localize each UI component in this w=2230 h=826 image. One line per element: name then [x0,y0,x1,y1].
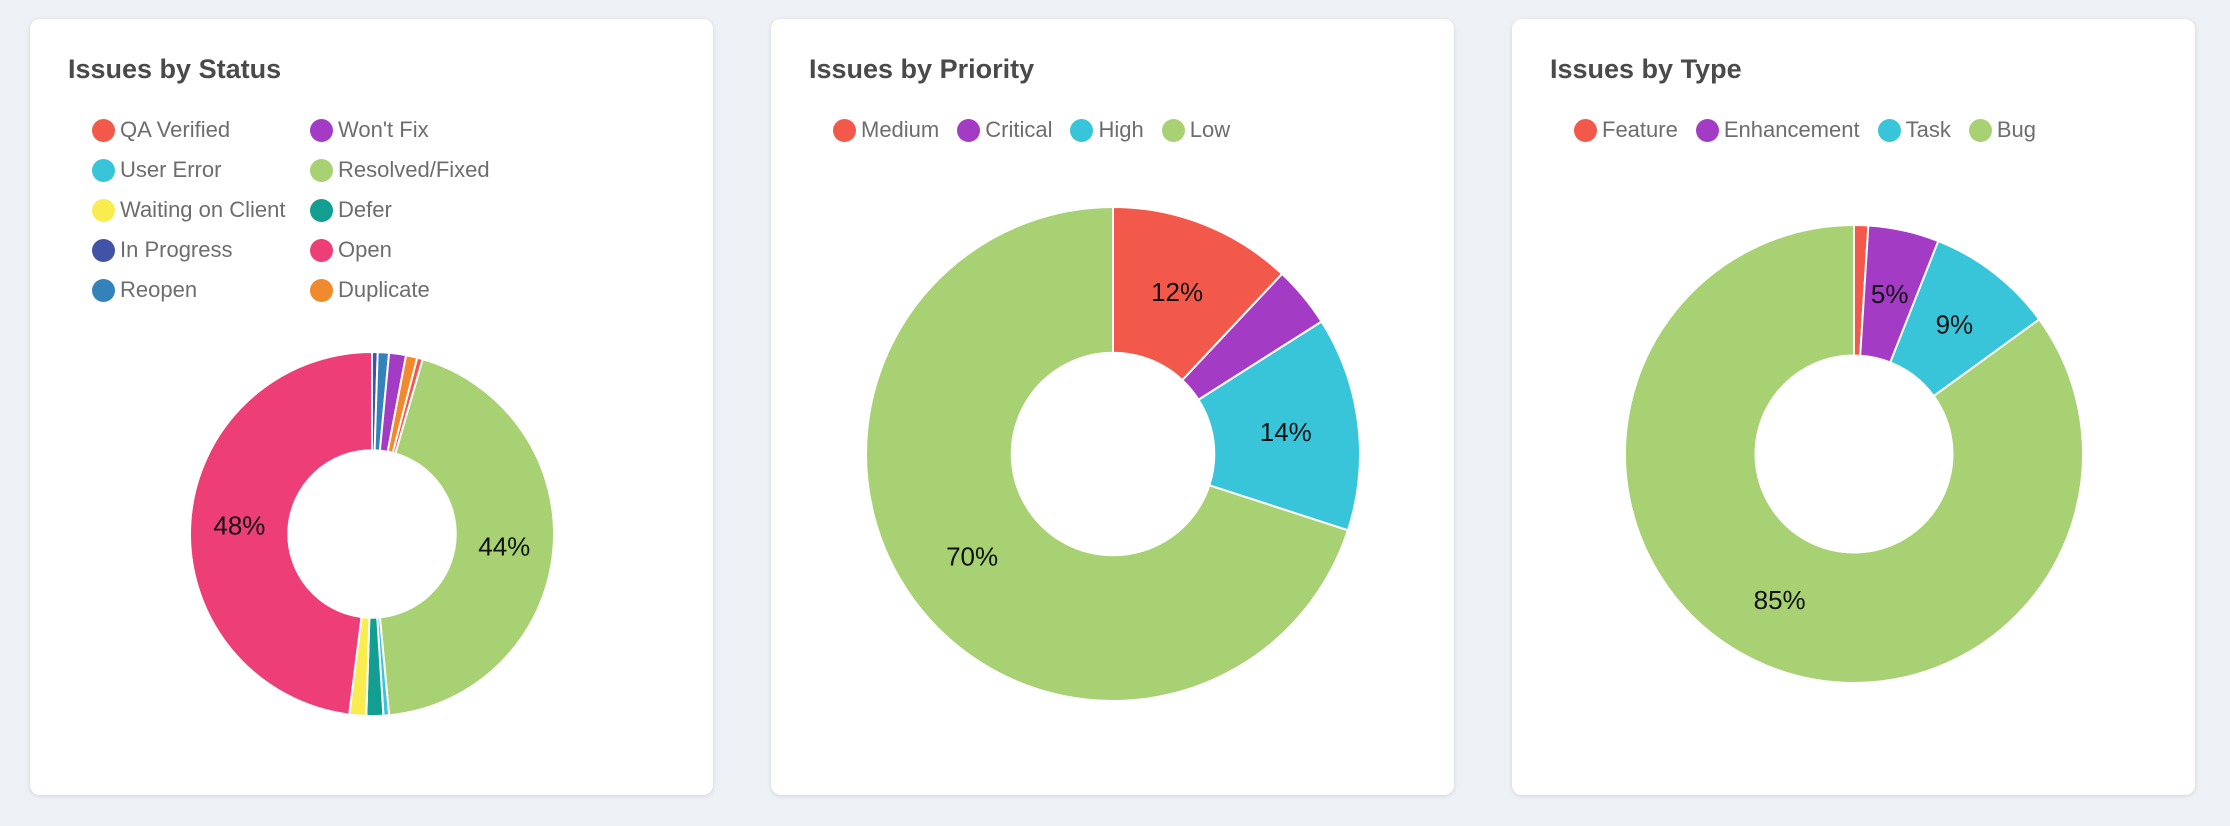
donut-slice-bug[interactable] [1623,224,2084,685]
slice-value-label-open: 48% [213,511,265,541]
legend-item-task[interactable]: Task [1877,117,1951,143]
legend-label: High [1098,117,1144,143]
donut-chart-status: 44% 48% [64,303,679,765]
donut-chart-type: 5% 9% 85% [1546,143,2161,765]
legend-swatch-open [310,238,333,262]
legend-swatch-feature [1574,118,1597,142]
slice-value-label-medium: 12% [1151,277,1203,307]
legend-swatch-bug [1968,118,1992,142]
legend-swatch-low [1161,118,1185,142]
legend-swatch-won-t-fix [310,118,333,142]
legend-item-bug[interactable]: Bug [1968,117,2036,143]
legend-item-resolved-fixed[interactable]: Resolved/Fixed [310,157,630,183]
legend-label: QA Verified [120,117,231,143]
legend-item-high[interactable]: High [1070,117,1144,143]
legend-label: User Error [120,157,222,183]
card-title-type: Issues by Type [1550,54,1742,84]
legend-item-duplicate[interactable]: Duplicate [310,277,630,303]
legend-item-critical[interactable]: Critical [957,117,1052,143]
legend-swatch-resolved-fixed [310,158,333,182]
legend-item-waiting-on-client[interactable]: Waiting on Client [92,197,310,223]
card-title-priority: Issues by Priority [809,54,1035,84]
legend-swatch-high [1070,118,1094,142]
legend-item-in-progress[interactable]: In Progress [92,237,310,263]
slice-value-label-enhancement: 5% [1870,279,1908,309]
legend-label: Won't Fix [338,117,429,143]
legend-item-qa-verified[interactable]: QA Verified [92,117,310,143]
legend-label: Feature [1602,117,1678,143]
donut-slice-low[interactable] [864,206,1349,703]
legend-label: Critical [985,117,1053,143]
legend-item-medium[interactable]: Medium [833,117,939,143]
donut-svg-priority: 12% 14% 70% [864,206,1361,703]
card-issues-by-priority: Issues by Priority Medium Critical High Low… [771,19,1454,795]
card-title-status: Issues by Status [68,54,282,84]
donut-slice-open[interactable] [188,351,373,716]
legend-swatch-reopen [92,278,115,302]
legend-item-won-t-fix[interactable]: Won't Fix [310,117,630,143]
donut-slice-medium[interactable] [1111,206,1283,382]
legend-swatch-medium [833,118,856,142]
legend-item-low[interactable]: Low [1161,117,1231,143]
legend-label: Resolved/Fixed [338,157,490,183]
legend-label: Bug [1996,117,2036,143]
donut-slice-resolved-fixed[interactable] [378,358,555,717]
legend-swatch-qa-verified [92,118,115,142]
legend-label: In Progress [120,237,233,263]
donut-svg-status: 44% 48% [188,351,555,718]
slice-value-label-high: 14% [1259,417,1311,447]
legend-status: QA Verified Won't Fix User Error Resolved/F… [92,117,679,303]
legend-item-user-error[interactable]: User Error [92,157,310,183]
legend-label: Waiting on Client [120,197,286,223]
legend-swatch-waiting-on-client [92,198,115,222]
slice-value-label-bug: 85% [1753,585,1805,615]
legend-priority: Medium Critical High Low [833,117,1420,143]
legend-label: Low [1189,117,1231,143]
slice-value-label-resolved-fixed: 44% [478,532,530,562]
donut-slice-high[interactable] [1197,320,1361,532]
legend-item-reopen[interactable]: Reopen [92,277,310,303]
card-issues-by-status: Issues by Status QA Verified Won't Fix Use… [30,19,713,795]
donut-svg-type: 5% 9% 85% [1623,224,2084,685]
legend-swatch-in-progress [92,238,115,262]
legend-label: Reopen [120,277,198,303]
card-issues-by-type: Issues by Type Feature Enhancement Task Bug… [1512,19,2195,795]
legend-label: Medium [861,117,940,143]
legend-item-enhancement[interactable]: Enhancement [1695,117,1860,143]
legend-label: Defer [338,197,392,223]
legend-label: Open [338,237,392,263]
legend-swatch-task [1877,118,1901,142]
legend-label: Enhancement [1723,117,1860,143]
donut-chart-priority: 12% 14% 70% [805,143,1420,765]
slice-value-label-low: 70% [946,542,998,572]
legend-swatch-defer [310,198,333,222]
slice-value-label-task: 9% [1935,310,1973,340]
legend-swatch-critical [957,118,981,142]
legend-label: Duplicate [338,277,430,303]
legend-item-defer[interactable]: Defer [310,197,630,223]
legend-swatch-enhancement [1695,118,1719,142]
legend-swatch-duplicate [310,278,333,302]
legend-item-feature[interactable]: Feature [1574,117,1678,143]
legend-label: Task [1905,117,1951,143]
legend-swatch-user-error [92,158,115,182]
legend-item-open[interactable]: Open [310,237,630,263]
legend-type: Feature Enhancement Task Bug [1574,117,2161,143]
